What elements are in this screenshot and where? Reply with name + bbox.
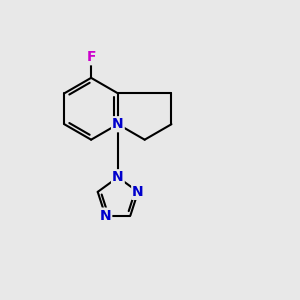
Text: N: N (100, 208, 111, 223)
Text: N: N (112, 117, 124, 131)
Text: N: N (132, 185, 144, 199)
Text: F: F (86, 50, 96, 64)
Text: N: N (112, 170, 124, 184)
